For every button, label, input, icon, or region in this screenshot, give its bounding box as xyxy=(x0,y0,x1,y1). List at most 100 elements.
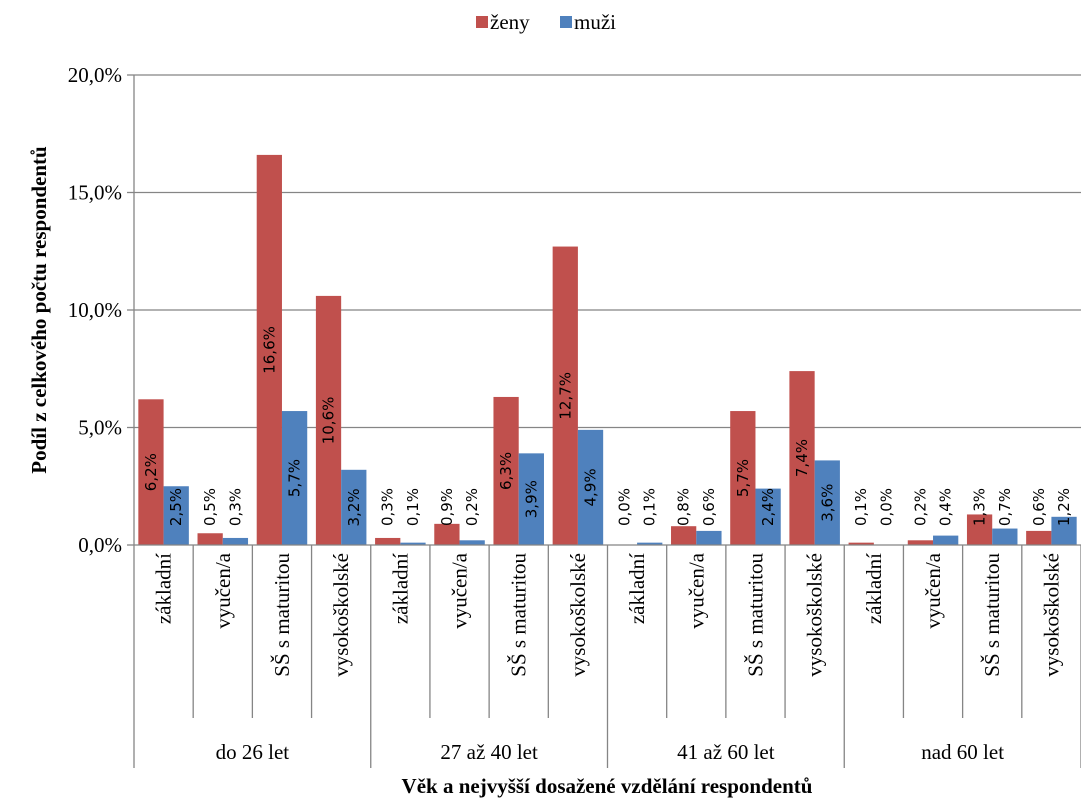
data-label: 10,6% xyxy=(320,397,338,445)
data-label: 4,9% xyxy=(582,468,600,506)
gridlines xyxy=(134,74,1081,429)
category-label: vyučen/a xyxy=(921,552,945,628)
group-label: do 26 let xyxy=(216,740,290,764)
data-label: 0,4% xyxy=(937,488,955,526)
bar-muzi xyxy=(1051,516,1077,545)
bar-muzi xyxy=(992,528,1018,545)
bar-zeny xyxy=(493,396,519,545)
bar-muzi xyxy=(814,460,840,545)
bar-muzi xyxy=(696,530,722,545)
category-label: vyučen/a xyxy=(448,552,472,628)
bar-muzi xyxy=(459,540,485,545)
data-label: 3,9% xyxy=(522,480,540,518)
legend-swatch-muzi xyxy=(560,16,572,28)
bar-zeny xyxy=(966,514,993,545)
data-label: 0,1% xyxy=(404,488,422,526)
category-label: SŠ s maturitou xyxy=(270,553,294,677)
data-label: 0,9% xyxy=(438,488,456,526)
bar-zeny xyxy=(315,295,342,545)
group-label: 41 až 60 let xyxy=(677,740,775,764)
category-label: vysokoškolské xyxy=(803,553,827,677)
legend-swatch-zeny xyxy=(476,16,488,28)
data-label: 12,7% xyxy=(556,372,574,420)
category-label: vyučen/a xyxy=(211,552,235,628)
data-label: 0,7% xyxy=(996,488,1014,526)
bar-zeny xyxy=(730,411,756,545)
bar-zeny xyxy=(848,542,874,545)
data-label: 0,6% xyxy=(1030,488,1048,526)
group-labels: do 26 let 27 až 40 let 41 až 60 let nad 60 … xyxy=(216,740,1005,764)
data-label: 7,4% xyxy=(793,439,811,477)
legend-label-zeny: ženy xyxy=(490,10,530,34)
data-label: 16,6% xyxy=(260,326,278,374)
data-label: 5,7% xyxy=(734,459,752,497)
group-label: nad 60 let xyxy=(921,740,1004,764)
bar-muzi xyxy=(933,535,959,545)
category-label: SŠ s maturitou xyxy=(507,553,531,677)
data-label: 0,5% xyxy=(201,488,219,526)
legend-label-muzi: muži xyxy=(574,10,616,34)
data-labels: 6,2% 2,5% 0,5% 0,3% 16,6% 5,7% 10,6% 3,2% 0,3% 0,… xyxy=(142,326,1073,526)
bar-muzi xyxy=(518,453,544,545)
legend: ženy muži xyxy=(476,10,616,34)
category-label: vyučen/a xyxy=(684,552,708,628)
bar-zeny xyxy=(671,526,697,545)
category-label: základní xyxy=(388,553,412,624)
category-label: základní xyxy=(625,553,649,624)
data-label: 0,1% xyxy=(641,488,659,526)
category-label: základní xyxy=(862,553,886,624)
data-label: 5,7% xyxy=(286,459,304,497)
bar-zeny xyxy=(256,154,282,545)
data-label: 2,5% xyxy=(167,488,185,526)
y-tick-label: 0,0% xyxy=(78,533,122,557)
category-label: vysokoškolské xyxy=(566,553,590,677)
bar-zeny xyxy=(138,399,164,545)
bars xyxy=(138,154,1077,546)
data-label: 3,6% xyxy=(818,484,836,522)
bar-muzi xyxy=(577,429,604,545)
category-label: základní xyxy=(152,553,176,624)
bar-zeny xyxy=(907,540,934,545)
bar-zeny xyxy=(789,371,815,545)
bar-zeny xyxy=(197,533,223,545)
data-label: 0,0% xyxy=(615,488,633,526)
data-label: 0,0% xyxy=(877,488,895,526)
data-label: 1,2% xyxy=(1055,488,1073,526)
data-label: 0,2% xyxy=(463,488,481,526)
axes xyxy=(133,75,1081,768)
y-tick-label: 20,0% xyxy=(68,63,122,87)
y-axis-title: Podíl z celkového počtu respondentů xyxy=(27,146,51,474)
data-label: 0,1% xyxy=(852,488,870,526)
category-label: SŠ s maturitou xyxy=(980,553,1004,677)
category-labels: základní vyučen/a SŠ s maturitou vysokoškol… xyxy=(152,552,1064,676)
data-label: 0,8% xyxy=(675,488,693,526)
y-tick-label: 10,0% xyxy=(68,298,122,322)
bar-muzi xyxy=(281,411,308,545)
data-label: 2,4% xyxy=(759,488,777,526)
category-label: vysokoškolské xyxy=(1039,553,1063,677)
category-label: SŠ s maturitou xyxy=(743,553,767,677)
data-label: 3,2% xyxy=(345,488,363,526)
data-label: 6,2% xyxy=(142,453,160,491)
bar-zeny xyxy=(1026,530,1052,545)
category-label: vysokoškolské xyxy=(329,553,353,677)
bar-muzi xyxy=(755,488,781,545)
bar-muzi xyxy=(163,486,189,545)
y-axis-ticks: 0,0% 5,0% 10,0% 15,0% 20,0% xyxy=(68,63,134,557)
bar-muzi xyxy=(222,537,249,545)
bar-zeny xyxy=(434,523,460,545)
bar-muzi xyxy=(341,469,367,545)
data-label: 0,3% xyxy=(379,488,397,526)
y-tick-label: 5,0% xyxy=(78,416,122,440)
bar-zeny xyxy=(375,537,401,545)
group-label: 27 až 40 let xyxy=(440,740,538,764)
x-axis-title: Věk a nejvyšší dosažené vzdělání respond… xyxy=(402,774,813,798)
data-label: 1,3% xyxy=(971,488,989,526)
y-tick-label: 15,0% xyxy=(68,181,122,205)
data-label: 0,2% xyxy=(911,488,929,526)
data-label: 6,3% xyxy=(497,452,515,490)
data-label: 0,6% xyxy=(700,488,718,526)
bar-muzi xyxy=(637,542,663,545)
data-label: 0,3% xyxy=(226,488,244,526)
